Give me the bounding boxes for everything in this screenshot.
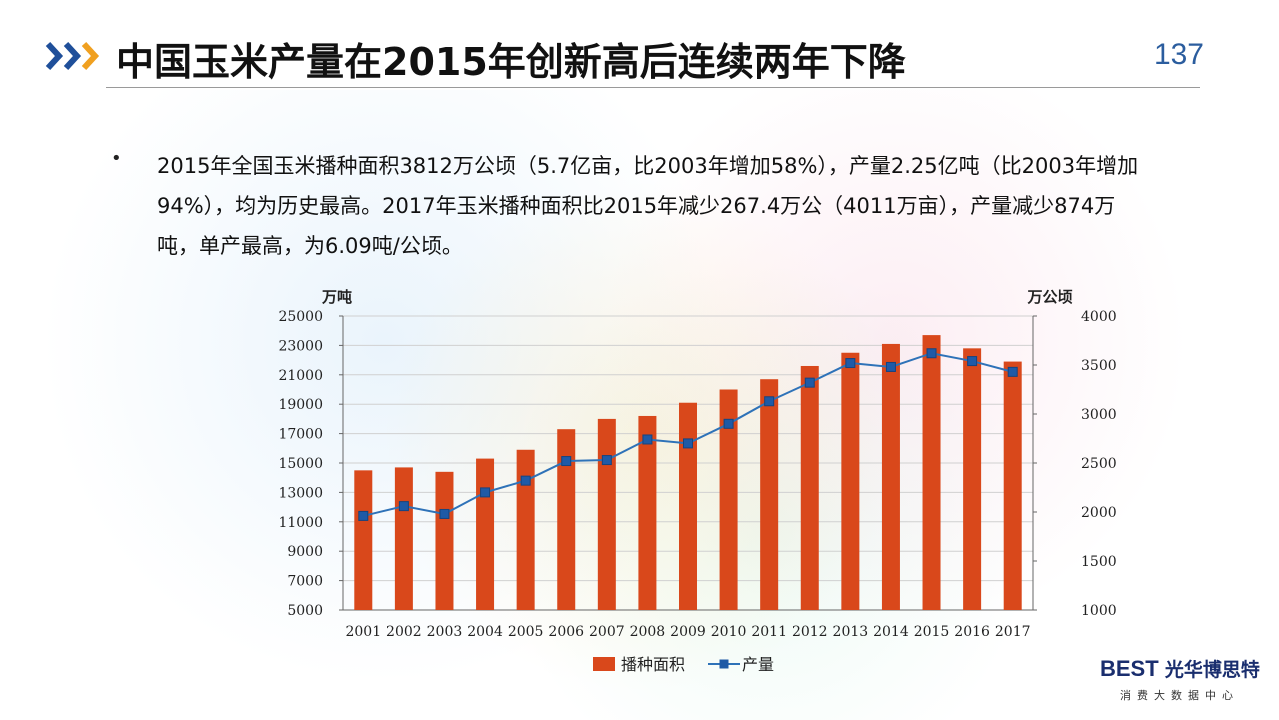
right-tick-label: 1500 (1081, 554, 1117, 570)
legend-swatch-bar (593, 657, 615, 671)
bullet-text: 2015年全国玉米播种面积3812万公顷（5.7亿亩，比2003年增加58%），… (157, 154, 1139, 258)
bar (435, 471, 454, 610)
bullet-marker: • (111, 148, 122, 169)
data-point (723, 418, 734, 429)
right-tick-label: 1000 (1081, 603, 1117, 619)
data-point (520, 475, 531, 486)
right-tick-label: 4000 (1081, 309, 1117, 325)
bar (922, 335, 941, 610)
bar (760, 379, 779, 610)
data-point (358, 510, 369, 521)
left-tick-label: 7000 (287, 574, 323, 590)
legend-swatch-marker (719, 659, 729, 669)
left-tick-label: 13000 (278, 485, 323, 501)
x-tick-label: 2006 (548, 624, 584, 640)
data-point (804, 377, 815, 388)
data-point (1007, 366, 1018, 377)
triple-chevron-right-icon (45, 41, 100, 71)
data-point (398, 501, 409, 512)
data-point (885, 361, 896, 372)
logo-subtitle: 消费大数据中心 (1120, 689, 1239, 702)
bar (963, 348, 982, 610)
left-tick-label: 19000 (278, 397, 323, 413)
page-title: 中国玉米产量在2015年创新高后连续两年下降 (116, 40, 906, 84)
data-point (439, 508, 450, 519)
data-point (480, 487, 491, 498)
bar (557, 429, 576, 610)
x-tick-label: 2013 (833, 624, 869, 640)
bar (679, 402, 697, 610)
legend-label-bar: 播种面积 (621, 655, 685, 674)
left-tick-label: 23000 (278, 338, 323, 354)
data-point (683, 438, 693, 449)
x-tick-label: 2017 (995, 624, 1031, 640)
data-point (561, 456, 572, 467)
x-tick-label: 2014 (873, 624, 909, 640)
right-axis-label: 万公顷 (1026, 288, 1072, 306)
left-tick-label: 17000 (278, 427, 323, 443)
x-tick-label: 2009 (670, 624, 706, 640)
data-point (642, 434, 653, 445)
logo-text: BEST (1100, 656, 1159, 681)
left-tick-label: 5000 (287, 603, 323, 619)
x-tick-label: 2005 (508, 624, 544, 640)
bar (800, 365, 819, 610)
data-point (764, 396, 775, 407)
right-tick-label: 3500 (1081, 358, 1117, 374)
bar (394, 467, 413, 610)
bar (516, 449, 535, 610)
left-axis-label: 万吨 (321, 288, 352, 306)
logo-mark: BEST 光华博思特 (1100, 655, 1260, 682)
brand-logo: BEST 光华博思特 消费大数据中心 (1100, 651, 1270, 711)
bar (881, 343, 900, 610)
left-tick-label: 21000 (278, 368, 323, 384)
logo-cn-text: 光华博思特 (1164, 659, 1260, 681)
left-tick-label: 11000 (278, 515, 323, 531)
bar (476, 458, 495, 610)
data-point (967, 356, 978, 367)
x-tick-label: 2003 (427, 624, 463, 640)
x-tick-label: 2001 (345, 624, 381, 640)
bar (597, 418, 616, 610)
page-number: 137 (1153, 38, 1204, 71)
left-tick-label: 9000 (287, 544, 323, 560)
left-tick-label: 25000 (278, 309, 323, 325)
x-tick-label: 2012 (792, 624, 828, 640)
bar (638, 415, 657, 610)
bar (1003, 361, 1022, 610)
data-point (601, 455, 612, 466)
right-tick-label: 2000 (1081, 505, 1117, 521)
x-tick-label: 2016 (954, 624, 990, 640)
legend-label-line: 产量 (742, 655, 774, 674)
x-tick-label: 2002 (386, 624, 422, 640)
x-tick-label: 2007 (589, 624, 625, 640)
left-tick-label: 15000 (278, 456, 323, 472)
bar (354, 470, 373, 610)
data-point (845, 358, 856, 369)
data-point (926, 348, 937, 359)
x-tick-label: 2004 (467, 624, 503, 640)
right-tick-label: 3000 (1081, 407, 1117, 423)
x-tick-label: 2015 (914, 624, 950, 640)
header-divider (106, 87, 1200, 88)
x-tick-label: 2008 (630, 624, 666, 640)
right-tick-label: 2500 (1081, 456, 1117, 472)
bar (719, 389, 738, 610)
x-tick-label: 2011 (751, 624, 787, 640)
bar (841, 352, 860, 610)
x-tick-label: 2010 (711, 624, 747, 640)
